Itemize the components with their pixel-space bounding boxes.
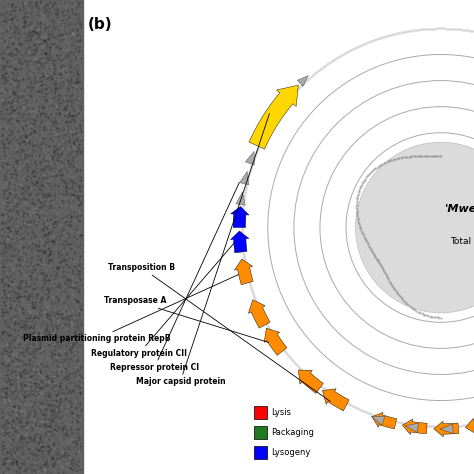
Text: Prohead protease: Prohead protease xyxy=(0,473,1,474)
Polygon shape xyxy=(236,192,245,205)
Text: Lysogeny: Lysogeny xyxy=(271,448,310,457)
Polygon shape xyxy=(440,424,453,433)
Text: Middle operon regulator: Middle operon regulator xyxy=(0,473,1,474)
Polygon shape xyxy=(246,151,254,165)
Text: Tail needle protein gp26: Tail needle protein gp26 xyxy=(0,473,1,474)
Text: Terminase small subunit gp27: Terminase small subunit gp27 xyxy=(0,473,1,474)
Text: Transposase A: Transposase A xyxy=(103,297,269,342)
Polygon shape xyxy=(230,231,249,253)
Polygon shape xyxy=(434,421,459,437)
Polygon shape xyxy=(371,416,385,425)
Text: Terminase large subunit: Terminase large subunit xyxy=(0,473,1,474)
Polygon shape xyxy=(230,207,249,228)
Polygon shape xyxy=(405,423,419,432)
Text: Holin: Holin xyxy=(0,473,1,474)
Polygon shape xyxy=(402,419,427,435)
Text: Portal protein: Portal protein xyxy=(0,473,1,474)
Bar xyxy=(0,0,83,474)
Polygon shape xyxy=(322,389,349,411)
Text: Lysozyme: Lysozyme xyxy=(0,473,1,474)
Text: Packaging: Packaging xyxy=(271,428,313,437)
Text: Repressor protein CI: Repressor protein CI xyxy=(110,182,239,372)
Text: Lysis: Lysis xyxy=(271,409,291,417)
Polygon shape xyxy=(264,328,287,356)
Text: Total len: Total len xyxy=(450,237,474,246)
Text: Transposition B: Transposition B xyxy=(109,264,330,401)
Polygon shape xyxy=(298,370,323,393)
Text: GemA protein: GemA protein xyxy=(0,473,1,474)
Text: Regulatory protein CII: Regulatory protein CII xyxy=(91,243,234,357)
Polygon shape xyxy=(239,171,249,185)
Bar xyxy=(254,446,267,459)
Text: Plasmid partitioning protein RepB: Plasmid partitioning protein RepB xyxy=(23,274,238,343)
Polygon shape xyxy=(249,85,298,149)
Text: 'Mwe-Yo: 'Mwe-Yo xyxy=(445,203,474,214)
Text: DksA-like zinc finger domain containing protein: DksA-like zinc finger domain containing … xyxy=(0,473,1,474)
Circle shape xyxy=(356,142,474,313)
Polygon shape xyxy=(297,75,309,86)
Polygon shape xyxy=(248,300,270,328)
Text: (b): (b) xyxy=(88,17,112,32)
Polygon shape xyxy=(465,418,474,434)
Bar xyxy=(254,406,267,419)
Bar xyxy=(254,426,267,439)
Text: Major capsid protein: Major capsid protein xyxy=(136,114,269,386)
Polygon shape xyxy=(372,412,397,429)
Polygon shape xyxy=(235,259,253,285)
